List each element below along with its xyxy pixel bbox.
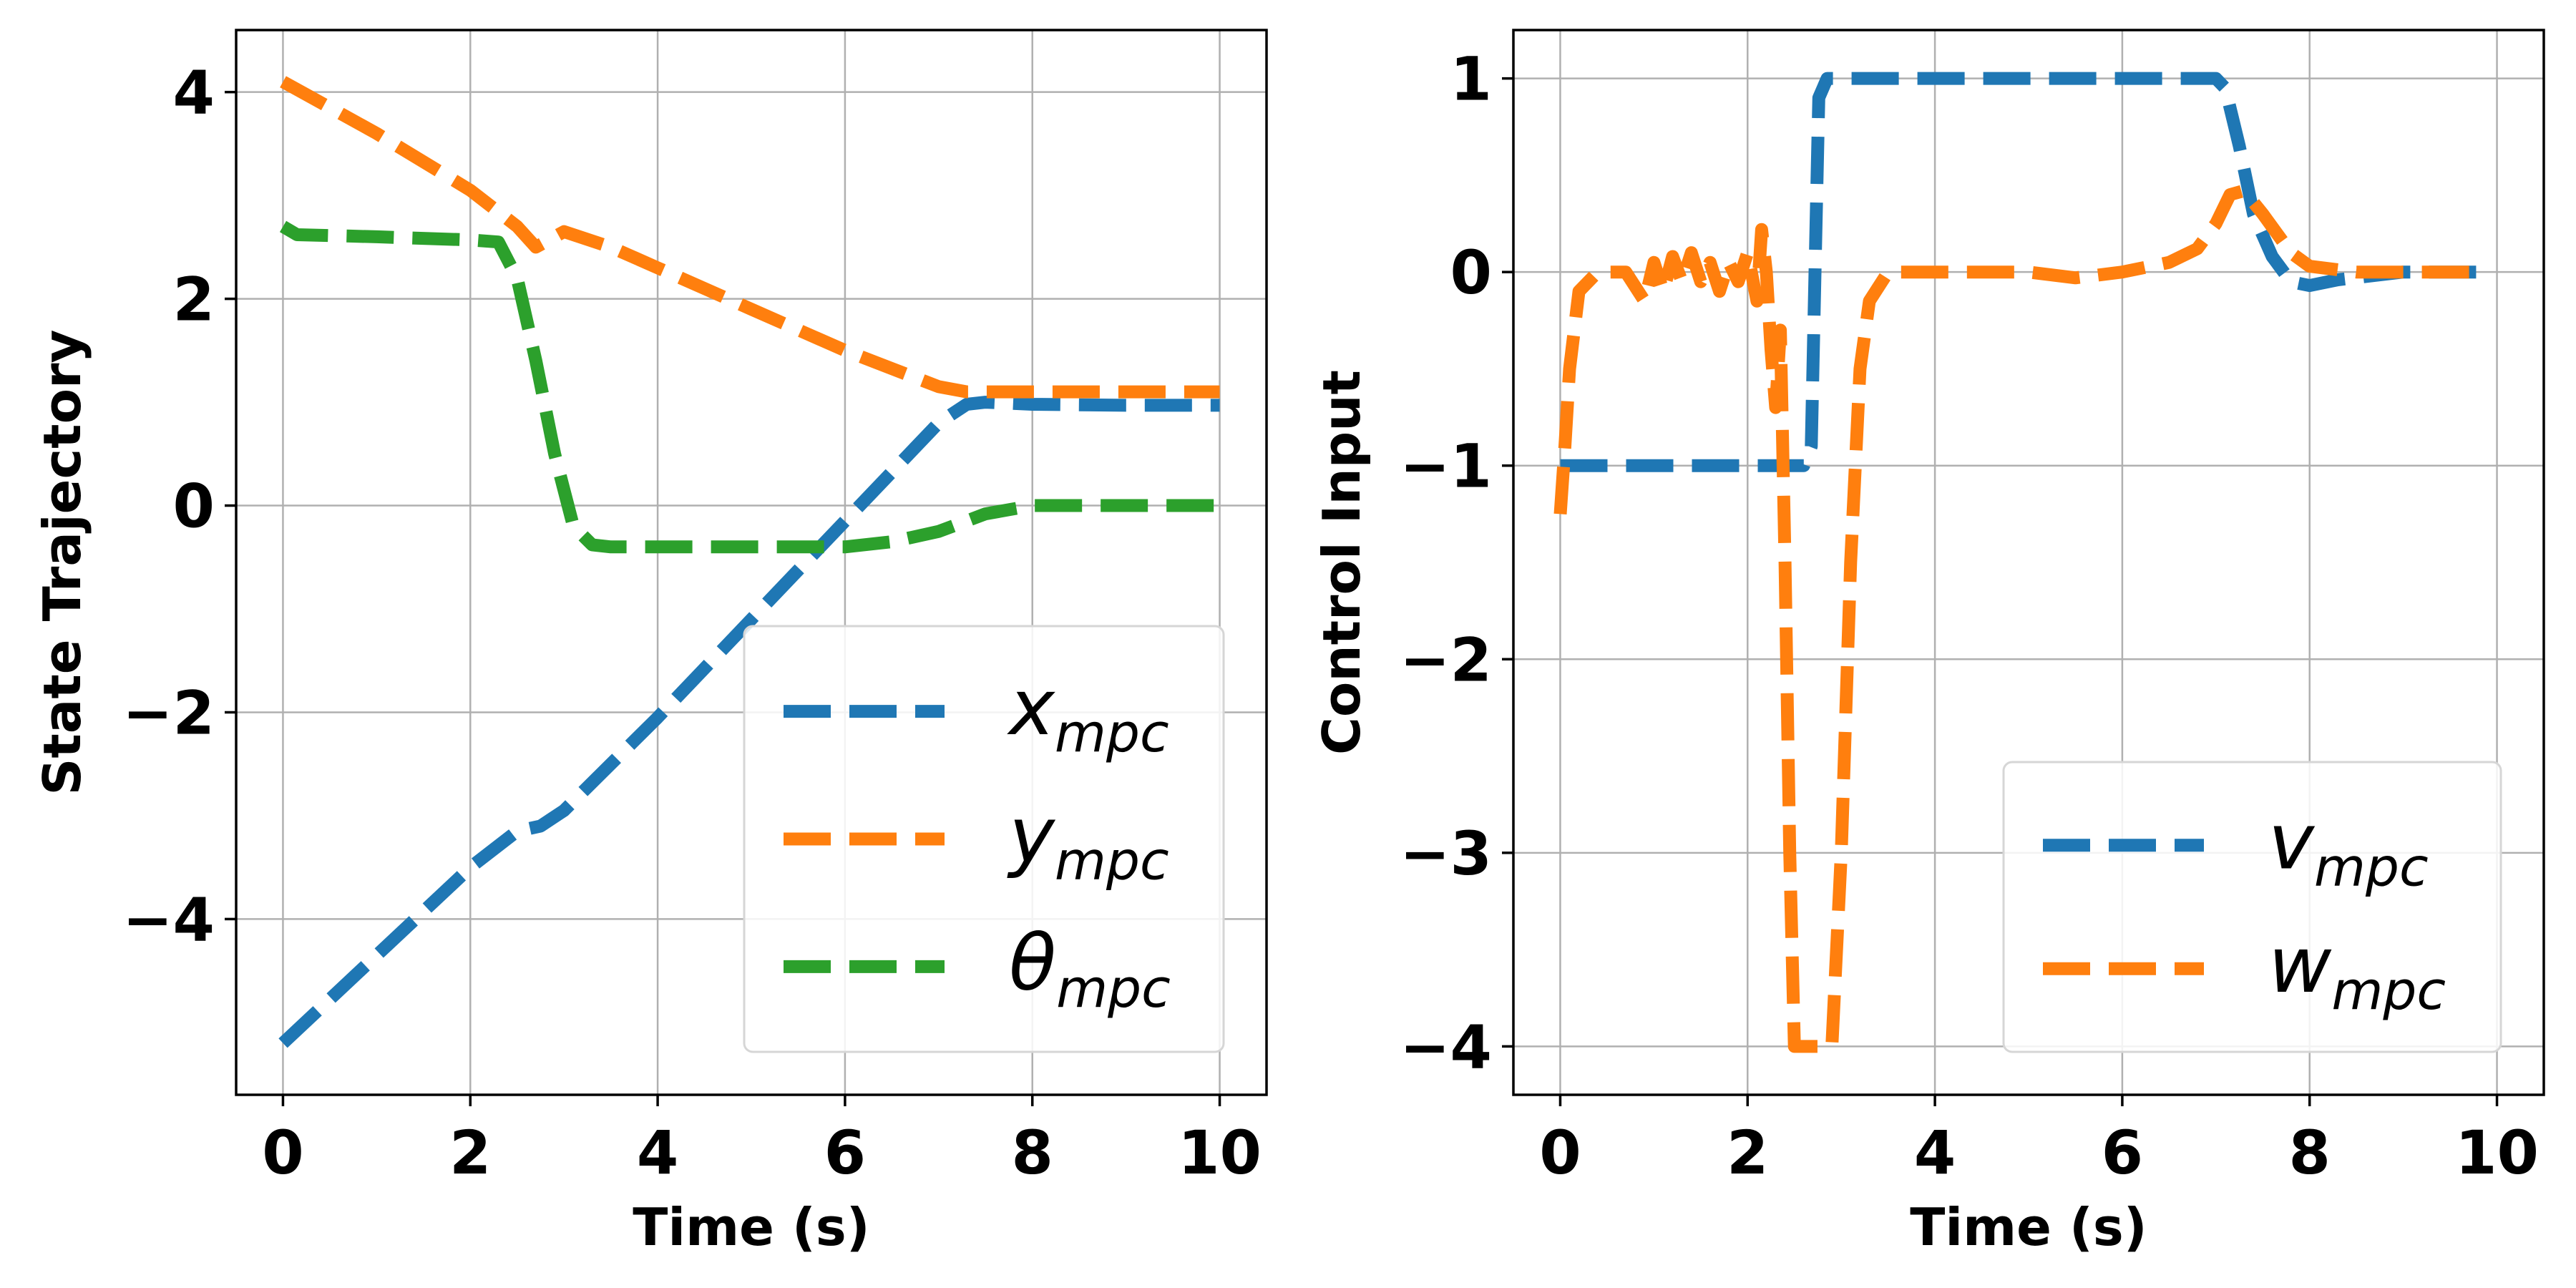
legend-label: xmpc: [1007, 663, 1169, 764]
x-tick-label: 6: [824, 1118, 866, 1188]
legend-symbol: θ: [1009, 919, 1056, 1008]
y-tick-label: −2: [122, 678, 215, 748]
x-tick-label: 8: [1012, 1118, 1053, 1188]
y-tick-label: −3: [1400, 819, 1492, 889]
y-tick-label: 0: [173, 472, 215, 542]
x-tick-label: 4: [637, 1118, 678, 1188]
y-tick-label: 2: [173, 265, 215, 335]
legend-subscript: mpc: [1055, 831, 1169, 892]
legend-symbol: w: [2268, 921, 2332, 1010]
legend-subscript: mpc: [1055, 703, 1169, 764]
series-line-0: [1560, 72, 2488, 472]
legend-label: vmpc: [2268, 797, 2429, 898]
y-tick-label: 4: [173, 58, 215, 128]
y-axis-label: State Trajectory: [32, 330, 92, 796]
x-tick-label: 10: [2455, 1118, 2539, 1188]
legend-label: wmpc: [2268, 921, 2446, 1022]
control-input-chart: 0 2 4 6 8 10 −4 −3 −2 −1 0 1 Time (s) Control Input…: [1312, 29, 2545, 1257]
x-axis-label: Time (s): [633, 1197, 869, 1257]
legend-box: [743, 625, 1225, 1053]
y-tick-label: −2: [1400, 625, 1492, 695]
x-tick-label: 2: [1727, 1118, 1768, 1188]
x-tick-label: 0: [262, 1118, 303, 1188]
legend-label: θmpc: [1009, 919, 1171, 1020]
y-tick-label: −4: [1400, 1012, 1492, 1082]
plot-frame: [235, 29, 1268, 1096]
ticks: 0 2 4 6 8 10 −4 −2 0 2 4: [122, 58, 1262, 1188]
series-line-1: [280, 76, 1220, 399]
legend-symbol: y: [1007, 791, 1056, 881]
y-tick-label: 0: [1450, 238, 1492, 308]
series-line-1: [1553, 184, 2488, 1053]
series-line-0: [278, 396, 1220, 1048]
ticks: 0 2 4 6 8 10 −4 −3 −2 −1 0 1: [1400, 44, 2539, 1188]
y-axis-label: Control Input: [1312, 370, 1372, 755]
x-tick-label: 4: [1914, 1118, 1956, 1188]
legend-symbol: v: [2268, 797, 2316, 887]
legend-symbol: x: [1007, 663, 1055, 753]
series-lines: [278, 76, 1220, 1048]
y-tick-label: −4: [122, 884, 215, 955]
series-line-2: [279, 220, 1220, 554]
state-trajectory-chart: 0 2 4 6 8 10 −4 −2 0 2 4 Time (s) State Trajectory…: [32, 29, 1268, 1257]
x-axis-label: Time (s): [1910, 1197, 2147, 1257]
x-tick-label: 0: [1539, 1118, 1581, 1188]
legend-box: [2002, 761, 2502, 1053]
legend-label: ympc: [1007, 791, 1169, 892]
x-tick-label: 10: [1178, 1118, 1262, 1188]
series-lines: [1553, 72, 2488, 1053]
x-tick-label: 2: [449, 1118, 491, 1188]
plot-frame: [1512, 29, 2545, 1096]
y-tick-label: 1: [1450, 44, 1492, 114]
x-tick-label: 8: [2289, 1118, 2331, 1188]
legend-subscript: mpc: [2314, 836, 2429, 898]
legend-subscript: mpc: [2331, 960, 2446, 1022]
y-tick-label: −1: [1400, 431, 1492, 502]
x-tick-label: 6: [2102, 1118, 2143, 1188]
legend-subscript: mpc: [1056, 958, 1171, 1020]
